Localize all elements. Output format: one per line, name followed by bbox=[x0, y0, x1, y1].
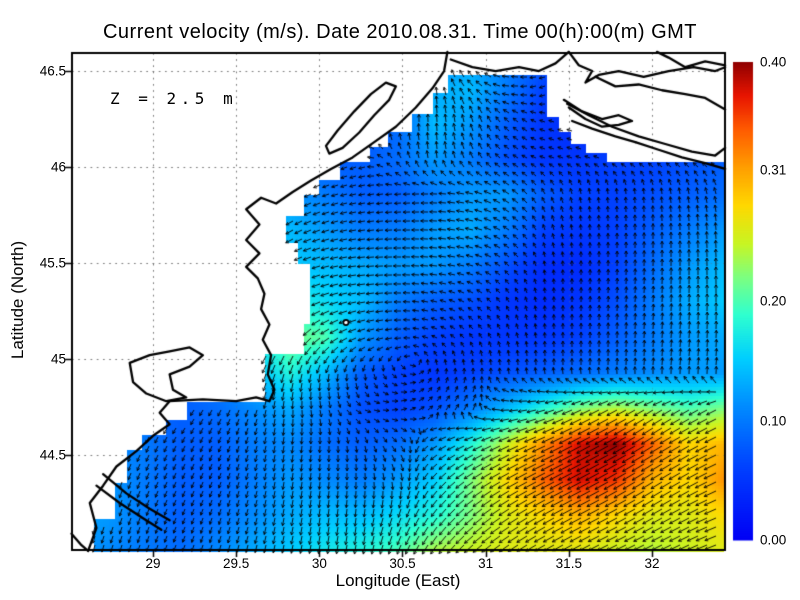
x-tick-label: 32 bbox=[644, 556, 660, 571]
y-tick-label: 44.5 bbox=[39, 447, 66, 463]
x-tick-label: 30.5 bbox=[389, 556, 416, 571]
x-axis-label: Longitude (East) bbox=[335, 571, 461, 590]
colorbar-tick-label: 0.10 bbox=[760, 413, 787, 428]
colorbar-tick-label: 0.31 bbox=[760, 162, 787, 178]
y-axis-label: Latitude (North) bbox=[8, 240, 27, 360]
y-tick-label: 45 bbox=[50, 351, 66, 367]
x-tick-label: 31.5 bbox=[555, 556, 582, 571]
x-tick-label: 30 bbox=[311, 556, 327, 571]
colorbar-tick-label: 0.40 bbox=[760, 54, 787, 70]
y-tick-label: 45.5 bbox=[39, 255, 66, 271]
x-tick-label: 29 bbox=[145, 556, 161, 571]
y-tick-label: 46 bbox=[50, 159, 66, 175]
plot-title: Current velocity (m/s). Date 2010.08.31.… bbox=[102, 21, 697, 43]
depth-annotation: Z = 2.5 m bbox=[110, 89, 238, 108]
x-tick-label: 29.5 bbox=[223, 556, 250, 571]
colorbar-tick-label: 0.00 bbox=[760, 532, 787, 548]
y-tick-label: 46.5 bbox=[39, 63, 66, 79]
x-tick-label: 31 bbox=[478, 556, 494, 571]
colorbar-tick-label: 0.20 bbox=[760, 293, 787, 309]
